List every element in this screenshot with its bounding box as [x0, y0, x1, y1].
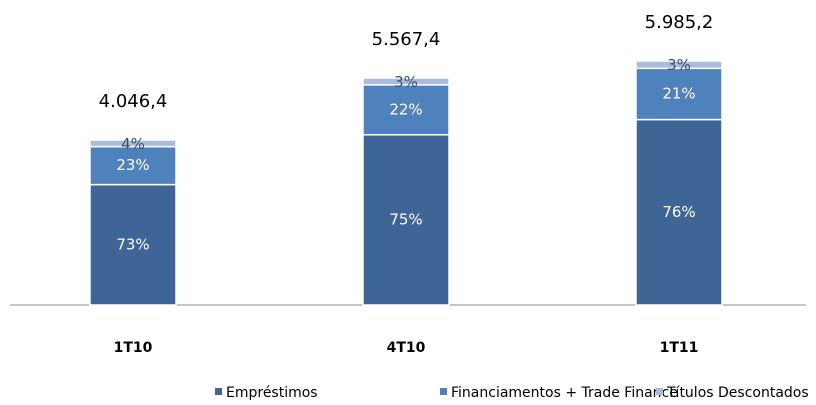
- legend-label: Títulos Descontados: [666, 385, 809, 401]
- bar-segment: [362, 84, 450, 136]
- legend-label: Empréstimos: [226, 385, 318, 401]
- bar-segment: [635, 67, 723, 121]
- legend-marker: [656, 388, 663, 395]
- total-label: 4.046,4: [99, 91, 168, 112]
- bar-segment: [89, 183, 177, 306]
- segment-label: 3%: [667, 56, 691, 74]
- bar-segment: [89, 139, 177, 148]
- segment-label: 21%: [662, 84, 695, 102]
- segment-label: 4%: [121, 135, 145, 153]
- segment-label: 3%: [394, 73, 418, 91]
- bar-segment: [635, 118, 723, 306]
- segment-label: 73%: [116, 235, 149, 253]
- total-label: 5.985,2: [645, 12, 714, 33]
- segment-label: 76%: [662, 203, 695, 221]
- bar-segment: [635, 60, 723, 70]
- bar-segment: [362, 77, 450, 86]
- bar-segment: [89, 145, 177, 186]
- legend-label: Financiamentos + Trade Finance: [451, 385, 678, 401]
- x-tick-label: 1T10: [114, 340, 153, 356]
- x-tick-label: 4T10: [387, 340, 426, 356]
- segment-label: 75%: [389, 210, 422, 228]
- segment-label: 22%: [389, 100, 422, 118]
- bar-segment: [362, 134, 450, 306]
- segment-label: 23%: [116, 156, 149, 174]
- total-label: 5.567,4: [372, 29, 441, 50]
- legend-marker: [215, 388, 222, 395]
- legend-marker: [440, 388, 447, 395]
- x-tick-label: 1T11: [660, 340, 699, 356]
